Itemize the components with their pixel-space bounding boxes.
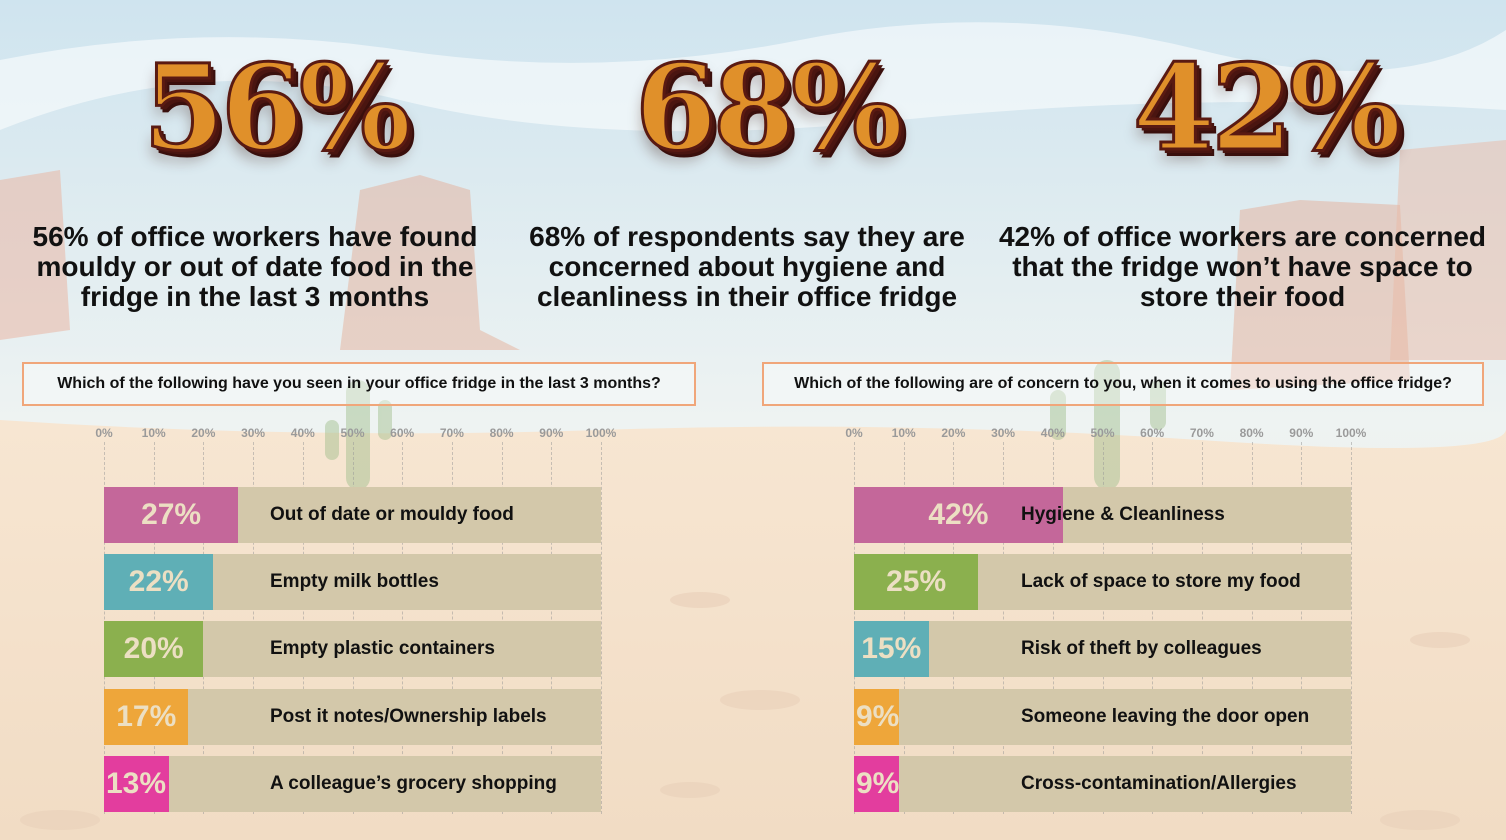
tick-label: 0% xyxy=(95,426,113,440)
bar-value-label: 17% xyxy=(116,699,177,733)
gridline xyxy=(1351,442,1352,814)
bar-track: 17% Post it notes/Ownership labels xyxy=(104,688,601,745)
bar-track: 22% Empty milk bottles xyxy=(104,554,601,611)
bar-category-label: Someone leaving the door open xyxy=(1021,705,1310,727)
tick-label: 30% xyxy=(991,426,1016,440)
big-stat-1: 56% xyxy=(141,37,412,179)
bar-track: 25% Lack of space to store my food xyxy=(854,554,1351,611)
bar-track: 15% Risk of theft by colleagues xyxy=(854,621,1351,678)
bar-category-label: Post it notes/Ownership labels xyxy=(270,705,547,727)
bar-value-label: 9% xyxy=(856,699,900,733)
tick-label: 30% xyxy=(241,426,266,440)
question-box-left: Which of the following have you seen in … xyxy=(22,362,696,406)
bar-track: 9% Cross-contamination/Allergies xyxy=(854,755,1351,812)
bar xyxy=(104,487,239,543)
tick-label: 50% xyxy=(1090,426,1115,440)
tick-label: 90% xyxy=(1289,426,1314,440)
bar-value-label: 27% xyxy=(141,498,202,531)
bar-category-label: Hygiene & Cleanliness xyxy=(1021,504,1225,525)
tick-label: 70% xyxy=(1189,426,1214,440)
bar-category-label: Cross-contamination/Allergies xyxy=(1021,772,1297,794)
bar-value-label: 25% xyxy=(886,565,947,599)
bar xyxy=(104,688,189,745)
big-stat-3: 42% xyxy=(1131,37,1402,179)
tick-label: 70% xyxy=(439,426,464,440)
bar-value-label: 20% xyxy=(123,632,184,666)
bar-category-label: Lack of space to store my food xyxy=(1021,571,1301,593)
bar-category-label: Risk of theft by colleagues xyxy=(1021,638,1262,660)
headline-section: 56% 68% 42% 56% of office workers have f… xyxy=(0,0,1506,330)
bar xyxy=(854,688,899,745)
tick-label: 100% xyxy=(585,426,617,440)
tick-label: 20% xyxy=(191,426,216,440)
question-box-right: Which of the following are of concern to… xyxy=(762,362,1484,406)
bar-value-label: 9% xyxy=(856,766,900,800)
bar xyxy=(854,554,979,611)
chart-right: 0% 10% 20% 30% 40% 50% 60% 70% 80% 90% 100% 42% Hygi… xyxy=(753,0,1506,840)
bar xyxy=(104,755,169,812)
bar-track: 20% Empty plastic containers xyxy=(104,621,601,678)
tick-label: 10% xyxy=(891,426,916,440)
tick-label: 60% xyxy=(1140,426,1165,440)
chart-left: 0% 10% 20% 30% 40% 50% 60% 70% 80% 90% 100% 27% Out … xyxy=(95,426,617,814)
stat-text-3: 42% of office workers are concerned that… xyxy=(998,221,1487,312)
bar-track: 27% Out of date or mouldy food xyxy=(104,487,601,543)
gridline xyxy=(601,442,602,814)
tick-label: 100% xyxy=(1335,426,1367,440)
bar-category-label: Out of date or mouldy food xyxy=(270,504,514,525)
tick-label: 40% xyxy=(1040,426,1065,440)
stat-text-2: 68% of respondents say they are concerne… xyxy=(529,221,965,312)
tick-label: 10% xyxy=(141,426,166,440)
tick-label: 80% xyxy=(1239,426,1264,440)
tick-label: 20% xyxy=(941,426,966,440)
bar-track: 13% A colleague’s grocery shopping xyxy=(104,755,601,812)
question-right: Which of the following are of concern to… xyxy=(794,375,1452,392)
tick-label: 50% xyxy=(340,426,365,440)
bar xyxy=(854,487,1063,543)
bar xyxy=(854,755,899,812)
bar xyxy=(104,554,214,611)
bar-track: 9% Someone leaving the door open xyxy=(854,688,1351,745)
tick-label: 80% xyxy=(489,426,514,440)
bar xyxy=(104,621,204,678)
bar-category-label: Empty plastic containers xyxy=(270,638,495,660)
bar-value-label: 15% xyxy=(861,632,922,666)
tick-label: 60% xyxy=(390,426,415,440)
bar-value-label: 42% xyxy=(928,498,989,531)
big-stat-2: 68% xyxy=(633,37,904,179)
tick-label: 90% xyxy=(539,426,564,440)
bar-category-label: Empty milk bottles xyxy=(270,571,439,593)
stat-text-1: 56% of office workers have found mouldy … xyxy=(32,221,478,312)
tick-label: 40% xyxy=(290,426,315,440)
question-left: Which of the following have you seen in … xyxy=(57,375,661,392)
bar-category-label: A colleague’s grocery shopping xyxy=(270,772,557,794)
tick-label: 0% xyxy=(845,426,863,440)
bar-value-label: 13% xyxy=(106,766,167,800)
bar xyxy=(854,621,929,678)
bar-value-label: 22% xyxy=(128,565,189,599)
bar-track: 42% Hygiene & Cleanliness xyxy=(854,487,1351,543)
